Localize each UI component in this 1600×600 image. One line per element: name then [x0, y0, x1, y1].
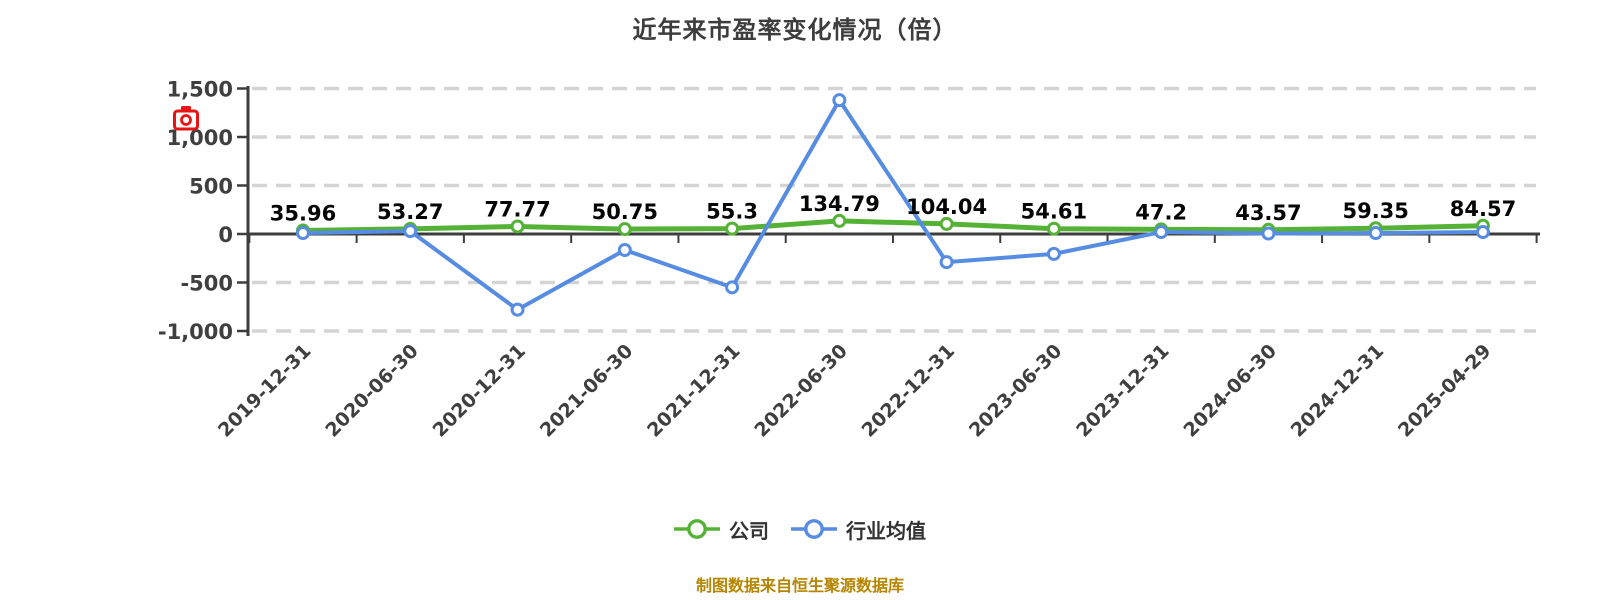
x-axis-label: 2020-12-31 [429, 340, 531, 442]
data-point-industry [1154, 225, 1169, 240]
data-point-value-label: 53.27 [377, 200, 443, 224]
data-point-value-label: 35.96 [270, 202, 336, 226]
company-line-marker-icon [674, 519, 720, 539]
data-point-industry [1261, 226, 1276, 241]
y-axis-label: -1,000 [158, 320, 233, 344]
data-point-industry [1368, 226, 1383, 241]
industry-line-marker-icon [791, 519, 837, 539]
data-point-value-label: 104.04 [906, 195, 987, 219]
data-point-value-label: 134.79 [799, 192, 880, 216]
data-point-industry [403, 224, 418, 239]
data-point-value-label: 50.75 [592, 200, 658, 224]
data-point-company [510, 219, 525, 234]
data-point-value-label: 43.57 [1235, 201, 1301, 225]
data-point-value-label: 84.57 [1450, 197, 1516, 221]
data-point-value-label: 47.2 [1135, 200, 1187, 224]
data-source-note: 制图数据来自恒生聚源数据库 [695, 576, 904, 595]
y-axis-label: -500 [180, 272, 233, 296]
data-point-industry [617, 243, 632, 258]
x-axis-label: 2020-06-30 [321, 340, 423, 442]
data-point-industry [510, 302, 525, 317]
x-axis-label: 2023-06-30 [965, 340, 1067, 442]
x-axis-label: 2023-12-31 [1072, 340, 1174, 442]
data-point-value-label: 59.35 [1342, 199, 1408, 223]
x-axis-label: 2019-12-31 [214, 340, 316, 442]
legend-label-company: 公司 [729, 518, 769, 543]
y-axis-label: 0 [218, 223, 233, 247]
data-point-industry [1475, 225, 1490, 240]
data-point-value-label: 77.77 [484, 197, 550, 221]
data-point-value-label: 54.61 [1021, 200, 1087, 224]
data-point-company [832, 213, 847, 228]
data-point-industry [296, 226, 310, 241]
x-axis-label: 2022-06-30 [750, 340, 852, 442]
data-point-industry [725, 280, 740, 295]
y-axis-label: 500 [189, 175, 233, 199]
legend-item-industry: 行业均值 [791, 515, 926, 544]
data-point-industry [832, 93, 847, 108]
legend-item-company: 公司 [674, 515, 769, 544]
x-axis-label: 2024-06-30 [1179, 340, 1281, 442]
x-axis-label: 2024-12-31 [1287, 340, 1389, 442]
data-point-company [725, 221, 740, 236]
camera-lens [180, 114, 192, 126]
x-axis-label: 2022-12-31 [858, 340, 960, 442]
series-line-industry [301, 98, 1485, 312]
camera-icon[interactable] [171, 103, 201, 137]
data-point-industry [939, 255, 954, 270]
legend-label-industry: 行业均值 [846, 518, 926, 543]
chart-legend: 公司 行业均值 [0, 513, 1600, 545]
data-point-company [939, 216, 954, 231]
data-point-company [617, 222, 632, 237]
x-axis-label: 2025-04-29 [1394, 340, 1496, 442]
data-point-company [1046, 221, 1061, 236]
data-point-industry [1046, 246, 1061, 261]
camera-body [173, 109, 199, 131]
chart-title: 近年来市盈率变化情况（倍） [632, 16, 958, 44]
series-line-company [300, 218, 1486, 234]
x-axis-label: 2021-12-31 [643, 340, 745, 442]
x-axis-label: 2021-06-30 [536, 340, 638, 442]
data-point-value-label: 55.3 [706, 200, 758, 224]
y-axis-label: 1,500 [167, 78, 233, 102]
